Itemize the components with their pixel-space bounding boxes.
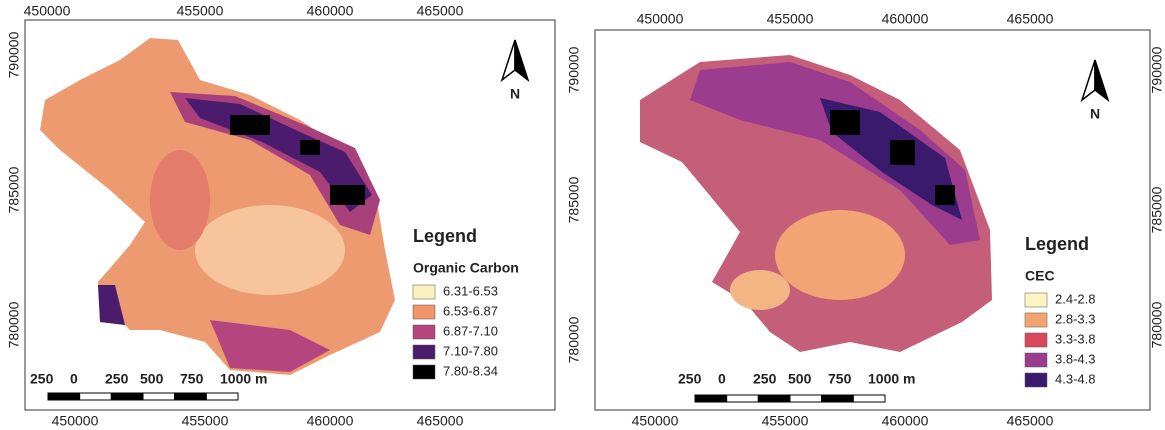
y-coord-label: 790000 [1149,46,1165,93]
x-coord-label: 455000 [182,413,229,429]
x-coord-label: 460000 [882,413,929,429]
legend-label: 6.31-6.53 [443,283,498,298]
y-coord-label: 785000 [6,166,22,213]
x-coord-label: 450000 [632,413,679,429]
y-coord-label: 780000 [6,301,22,348]
scale-label: 500 [788,371,812,387]
legend-title: Legend [1025,234,1089,254]
y-coord-label: 780000 [566,316,582,363]
x-coord-label: 455000 [177,3,224,19]
scale-label: 500 [140,371,164,387]
scale-bar [822,395,854,402]
y-coord-label: 785000 [566,176,582,223]
legend-label: 2.4-2.8 [1055,291,1095,306]
x-coord-label: 460000 [307,413,354,429]
scale-bar [695,395,727,402]
legend-swatch [413,345,435,359]
scale-bar [727,395,759,402]
scale-bar [853,395,885,402]
x-coord-label: 450000 [52,413,99,429]
scale-label: 1000 m [220,371,267,387]
scale-label: 750 [180,371,204,387]
legend-label: 7.10-7.80 [443,343,498,358]
y-coord-label: 785000 [1149,186,1165,233]
legend-label: 6.53-6.87 [443,303,498,318]
map-patch [150,150,210,250]
scale-label: 250 [105,371,129,387]
maps: 450000 455000 460000 465000 450000 455000 4600… [0,0,1165,430]
legend-label: 2.8-3.3 [1055,311,1095,326]
x-coord-label: 455000 [767,11,814,27]
scale-bar [143,393,175,400]
north-arrow [502,40,515,80]
scale-bar [48,393,80,400]
legend-swatch [413,325,435,339]
legend-subtitle: CEC [1025,268,1055,284]
scale-label: 0 [718,371,726,387]
x-coord-label: 455000 [762,413,809,429]
north-arrow [515,40,528,80]
scale-bar [758,395,790,402]
map-patch [300,140,320,155]
legend-label: 3.8-4.3 [1055,351,1095,366]
north-label: N [1090,106,1100,122]
legend-swatch [1025,333,1047,347]
x-coord-label: 450000 [24,3,71,19]
scale-bar [790,395,822,402]
scale-label: 250 [678,371,702,387]
y-coord-label: 790000 [566,46,582,93]
map-patch [330,185,365,205]
scale-label: 1000 m [868,371,915,387]
scale-bar [206,393,238,400]
map-patch [230,115,270,135]
legend-label: 7.80-8.34 [443,363,498,378]
x-coord-label: 465000 [417,413,464,429]
legend-swatch [413,285,435,299]
scale-bar [175,393,207,400]
x-coord-label: 460000 [307,3,354,19]
scale-label: 0 [70,371,78,387]
scale-label: 250 [753,371,777,387]
scale-bar [111,393,143,400]
x-coord-label: 460000 [882,11,929,27]
map-patch [935,185,955,205]
legend-label: 3.3-3.8 [1055,331,1095,346]
legend-swatch [1025,373,1047,387]
map-patch [730,270,790,310]
y-coord-label: 790000 [6,31,22,78]
north-arrow [1082,60,1095,100]
legend-swatch [413,305,435,319]
scale-label: 250 [30,371,54,387]
x-coord-label: 465000 [1007,11,1054,27]
x-coord-label: 465000 [417,3,464,19]
legend-swatch [1025,313,1047,327]
y-coord-label: 780000 [1149,301,1165,348]
x-coord-label: 465000 [1007,413,1054,429]
legend-subtitle: Organic Carbon [413,260,519,276]
x-coord-label: 450000 [637,11,684,27]
scale-bar [80,393,112,400]
north-arrow [1095,60,1108,100]
map-patch [830,110,860,135]
legend-title: Legend [413,226,477,246]
map-patch [890,140,915,165]
legend-swatch [1025,353,1047,367]
map-patch [195,205,345,295]
legend-label: 6.87-7.10 [443,323,498,338]
north-label: N [510,86,520,102]
scale-label: 750 [828,371,852,387]
map-patch [775,210,905,300]
legend-swatch [1025,293,1047,307]
legend-swatch [413,365,435,379]
legend-label: 4.3-4.8 [1055,371,1095,386]
